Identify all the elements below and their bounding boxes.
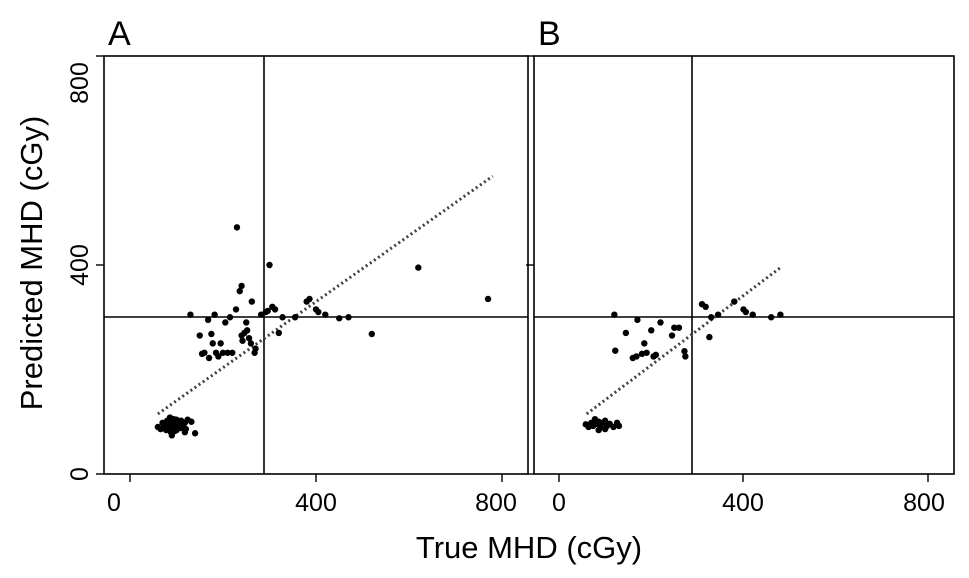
panel-a-data-point — [226, 314, 234, 321]
panel-a-data-point — [247, 340, 255, 347]
panel-b-data-point — [615, 422, 623, 430]
panel-b-data-point — [702, 303, 709, 310]
panel-a-data-point — [245, 334, 253, 342]
panel-a-data-point — [291, 314, 299, 321]
panel-a-data-point — [196, 332, 203, 339]
panel-a-data-point — [238, 282, 245, 290]
panel-a-data-point — [201, 349, 208, 356]
panel-a-data-point — [208, 330, 215, 338]
panel-a-data-point — [248, 298, 256, 305]
panel-a-data-point — [191, 430, 199, 437]
panel-a-data-point — [173, 416, 180, 423]
panel-a-label: A — [108, 15, 131, 53]
x-axis-title: True MHD (cGy) — [416, 530, 642, 565]
panel-b-x-tick-label-2: 800 — [903, 489, 945, 517]
panel-a-data-point — [187, 311, 194, 318]
panel-a-fit-line — [157, 174, 494, 416]
panel-b-data-point — [601, 417, 609, 424]
panel-a-data-point — [166, 414, 174, 421]
panel-a-data-point — [188, 418, 195, 425]
panel-b-data-point — [681, 348, 688, 355]
panel-a-data-point — [322, 311, 329, 318]
panel-b-data-point — [612, 347, 619, 354]
panel-a-data-point — [222, 319, 229, 326]
panel-a-data-point — [236, 287, 243, 295]
panel-a-data-point — [209, 340, 216, 347]
panel-a-data-points — [154, 224, 492, 439]
panel-a-y-tick-label-2: 800 — [66, 62, 94, 104]
panel-a-data-point — [229, 349, 236, 356]
panel-a-data-point — [345, 314, 352, 321]
panel-b-data-point — [767, 314, 775, 321]
panel-b-data-point — [749, 311, 756, 318]
panel-a-y-tick-label-0: 0 — [66, 467, 94, 481]
panel-b-data-point — [634, 316, 641, 324]
panel-a-y-tick-label-1: 400 — [66, 244, 94, 286]
panel-a-data-point — [275, 329, 282, 337]
panel-b-data-point — [731, 298, 738, 305]
panel-b-data-point — [610, 423, 617, 431]
panel-b-data-point — [633, 353, 640, 360]
panel-b-data-point — [641, 340, 648, 347]
panel-b-fit-line — [585, 266, 782, 416]
panel-b-data-point — [595, 426, 602, 434]
panel-b-data-point — [648, 327, 655, 334]
panel-a-data-point — [204, 316, 212, 324]
panel-a-x-tick-label-0: 0 — [107, 489, 121, 517]
panel-b-x-tick-label-1: 400 — [722, 489, 764, 517]
panel-b-data-point — [671, 324, 678, 331]
panel-a-data-point — [243, 319, 250, 326]
panel-b-data-point — [682, 353, 689, 360]
panel-a-x-tick-label-1: 400 — [295, 489, 337, 517]
y-axis-title: Predicted MHD (cGy) — [14, 116, 49, 411]
panel-b-data-point — [675, 324, 683, 331]
panel-a-data-point — [219, 349, 227, 356]
panel-a-data-point — [484, 295, 492, 303]
panel-a-data-point — [215, 353, 222, 360]
panel-a-data-point — [415, 264, 422, 271]
panel-a-data-point — [233, 224, 241, 231]
panel-b-data-point — [777, 311, 784, 318]
panel-a-data-point — [315, 308, 322, 316]
panel-b-data-point — [643, 349, 650, 356]
panel-a-data-point — [205, 354, 213, 362]
panel-a-data-point — [264, 307, 271, 315]
panel-b-x-tick-label-0: 0 — [552, 489, 566, 517]
panel-a-data-point — [224, 349, 231, 356]
panel-a-data-point — [368, 330, 375, 338]
panel-b-data-point — [601, 425, 609, 433]
panel-b-data-point — [742, 308, 750, 316]
panel-a-data-point — [271, 306, 279, 313]
panel-a-data-point — [181, 429, 189, 436]
panel-b-data-point — [657, 319, 664, 326]
panel-b-data-point — [611, 311, 618, 318]
panel-a-data-point — [266, 261, 273, 269]
panel-a-data-point — [239, 337, 246, 344]
panel-b-data-points — [582, 298, 784, 434]
panel-a-data-point — [171, 427, 178, 435]
panel-a-data-point — [257, 311, 265, 318]
panel-b-data-point — [708, 314, 715, 321]
panel-b-label: B — [538, 15, 561, 53]
panel-b: B 0 400 800 — [526, 15, 955, 517]
panel-a-data-point — [232, 306, 240, 313]
panel-b-data-point — [622, 329, 630, 337]
panel-a-data-point — [279, 314, 286, 321]
panel-a-data-point — [217, 340, 224, 347]
panel-a-data-point — [252, 345, 259, 352]
panel-a-data-point — [306, 295, 313, 303]
panel-b-data-point — [668, 332, 676, 339]
panel-b-data-point — [652, 351, 660, 359]
panel-a-x-tick-label-2: 800 — [475, 489, 517, 517]
panel-a-data-point — [211, 311, 218, 318]
panel-b-data-point — [706, 333, 713, 341]
panel-a-data-point — [243, 327, 251, 334]
panel-b-data-point — [714, 311, 722, 318]
panel-a-data-point — [336, 315, 343, 322]
